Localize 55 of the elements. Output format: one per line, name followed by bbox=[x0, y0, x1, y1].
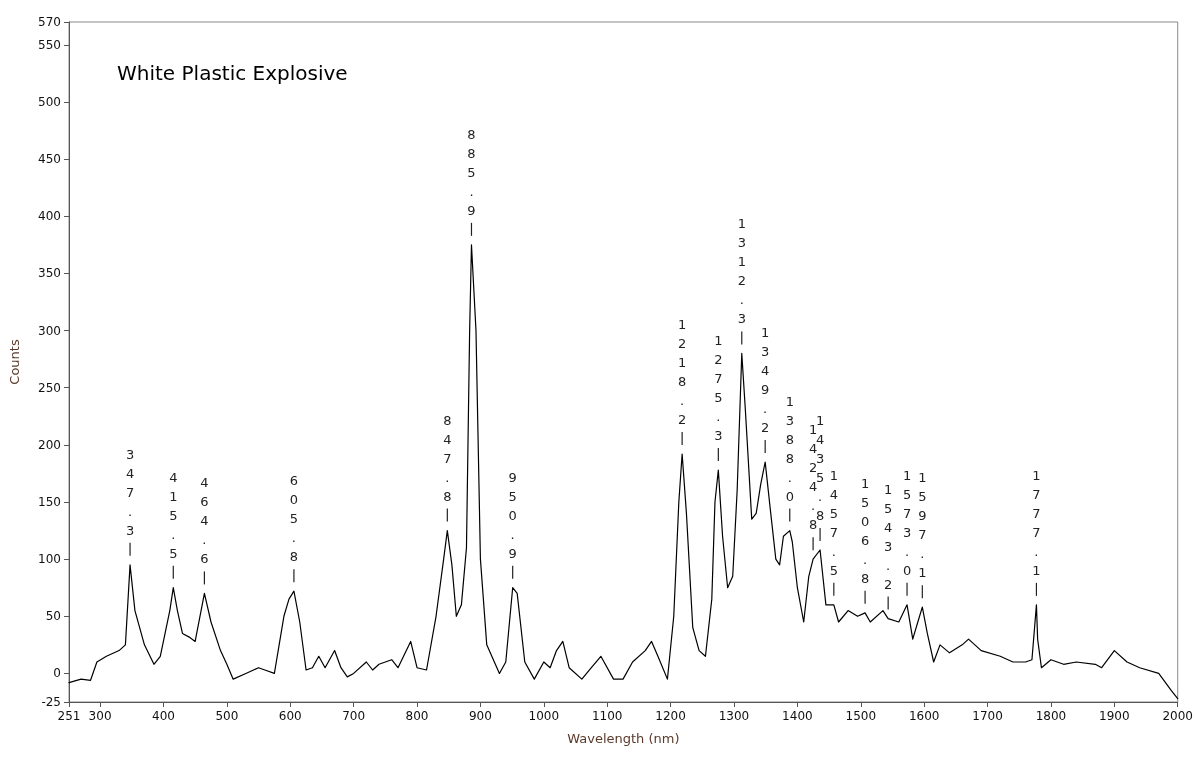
y-tick-label: 450 bbox=[38, 152, 61, 167]
annotation: 1777.1 bbox=[1032, 467, 1041, 578]
x-tick-label: 1000 bbox=[528, 709, 560, 723]
annotation: 885.9 bbox=[467, 126, 476, 218]
x-axis-title: Wavelength (nm) bbox=[567, 731, 680, 746]
y-axis-title: Counts bbox=[7, 339, 22, 385]
annotation: 347.3 bbox=[125, 446, 135, 538]
text: White Plastic Explosive bbox=[117, 61, 348, 85]
annotation: 605.8 bbox=[289, 473, 299, 565]
y-tick-label: 550 bbox=[38, 37, 61, 52]
annotation: 1543.2 bbox=[884, 481, 893, 592]
x-tick-label: 700 bbox=[342, 709, 366, 723]
x-tick-label: 500 bbox=[215, 709, 239, 723]
x-tick-label: 1100 bbox=[591, 709, 623, 723]
x-tick-label: 1900 bbox=[1099, 709, 1130, 723]
x-tick-label: 900 bbox=[468, 709, 492, 723]
annotation: 1506.8 bbox=[860, 475, 870, 586]
annotation: 1349.2 bbox=[761, 325, 770, 435]
y-tick-label: 400 bbox=[38, 209, 61, 224]
y-tick-label: 200 bbox=[38, 437, 61, 452]
annotation: 1435.8 bbox=[815, 413, 825, 523]
annotation: 1457.5 bbox=[829, 467, 838, 578]
x-tick-label: 400 bbox=[152, 709, 175, 723]
x-tick-label: 800 bbox=[405, 709, 429, 723]
y-tick-label: 50 bbox=[45, 609, 61, 624]
annotation: 1275.3 bbox=[714, 333, 723, 443]
annotation: 1218.2 bbox=[677, 317, 687, 427]
y-tick-label: -25 bbox=[41, 695, 61, 709]
y-tick-label: 0 bbox=[53, 666, 61, 681]
annotation: 1312.3 bbox=[737, 216, 746, 327]
x-tick-label: 300 bbox=[88, 709, 112, 723]
x-tick-label: 1600 bbox=[908, 709, 940, 723]
x-tick-label: 1200 bbox=[655, 709, 686, 723]
y-tick-label: 300 bbox=[38, 323, 61, 338]
annotation: 847.8 bbox=[443, 412, 452, 504]
x-tick-label: 1800 bbox=[1035, 709, 1067, 723]
annotation: 464.6 bbox=[200, 475, 209, 567]
x-tick-label: 1400 bbox=[782, 709, 813, 723]
x-tick-label: 1700 bbox=[972, 709, 1003, 723]
y-tick-label: 250 bbox=[38, 380, 61, 395]
annotation: 415.5 bbox=[169, 469, 178, 561]
annotation: 1388.0 bbox=[785, 393, 794, 504]
y-tick-label: 570 bbox=[38, 15, 61, 29]
y-tick-label: 350 bbox=[38, 266, 61, 281]
y-tick-label: 100 bbox=[38, 552, 61, 567]
y-tick-label: 500 bbox=[38, 95, 61, 109]
annotation: 1573.0 bbox=[902, 467, 912, 578]
annotation: 950.9 bbox=[508, 469, 517, 561]
x-tick-label: 1300 bbox=[718, 709, 750, 723]
annotation: 1597.1 bbox=[918, 470, 927, 581]
y-tick-label: 150 bbox=[38, 495, 61, 509]
x-tick-label: 251 bbox=[57, 709, 81, 723]
x-tick-label: 2000 bbox=[1162, 709, 1193, 723]
x-tick-label: 1500 bbox=[845, 709, 877, 723]
x-tick-label: 600 bbox=[278, 709, 302, 723]
